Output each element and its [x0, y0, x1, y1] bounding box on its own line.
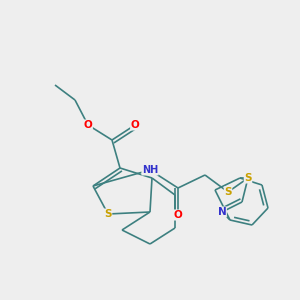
Text: S: S	[104, 209, 112, 219]
Text: O: O	[174, 210, 182, 220]
Text: S: S	[224, 187, 232, 197]
Text: S: S	[244, 173, 252, 183]
Text: O: O	[130, 120, 140, 130]
Text: O: O	[84, 120, 92, 130]
Text: N: N	[218, 207, 226, 217]
Text: NH: NH	[142, 165, 158, 175]
